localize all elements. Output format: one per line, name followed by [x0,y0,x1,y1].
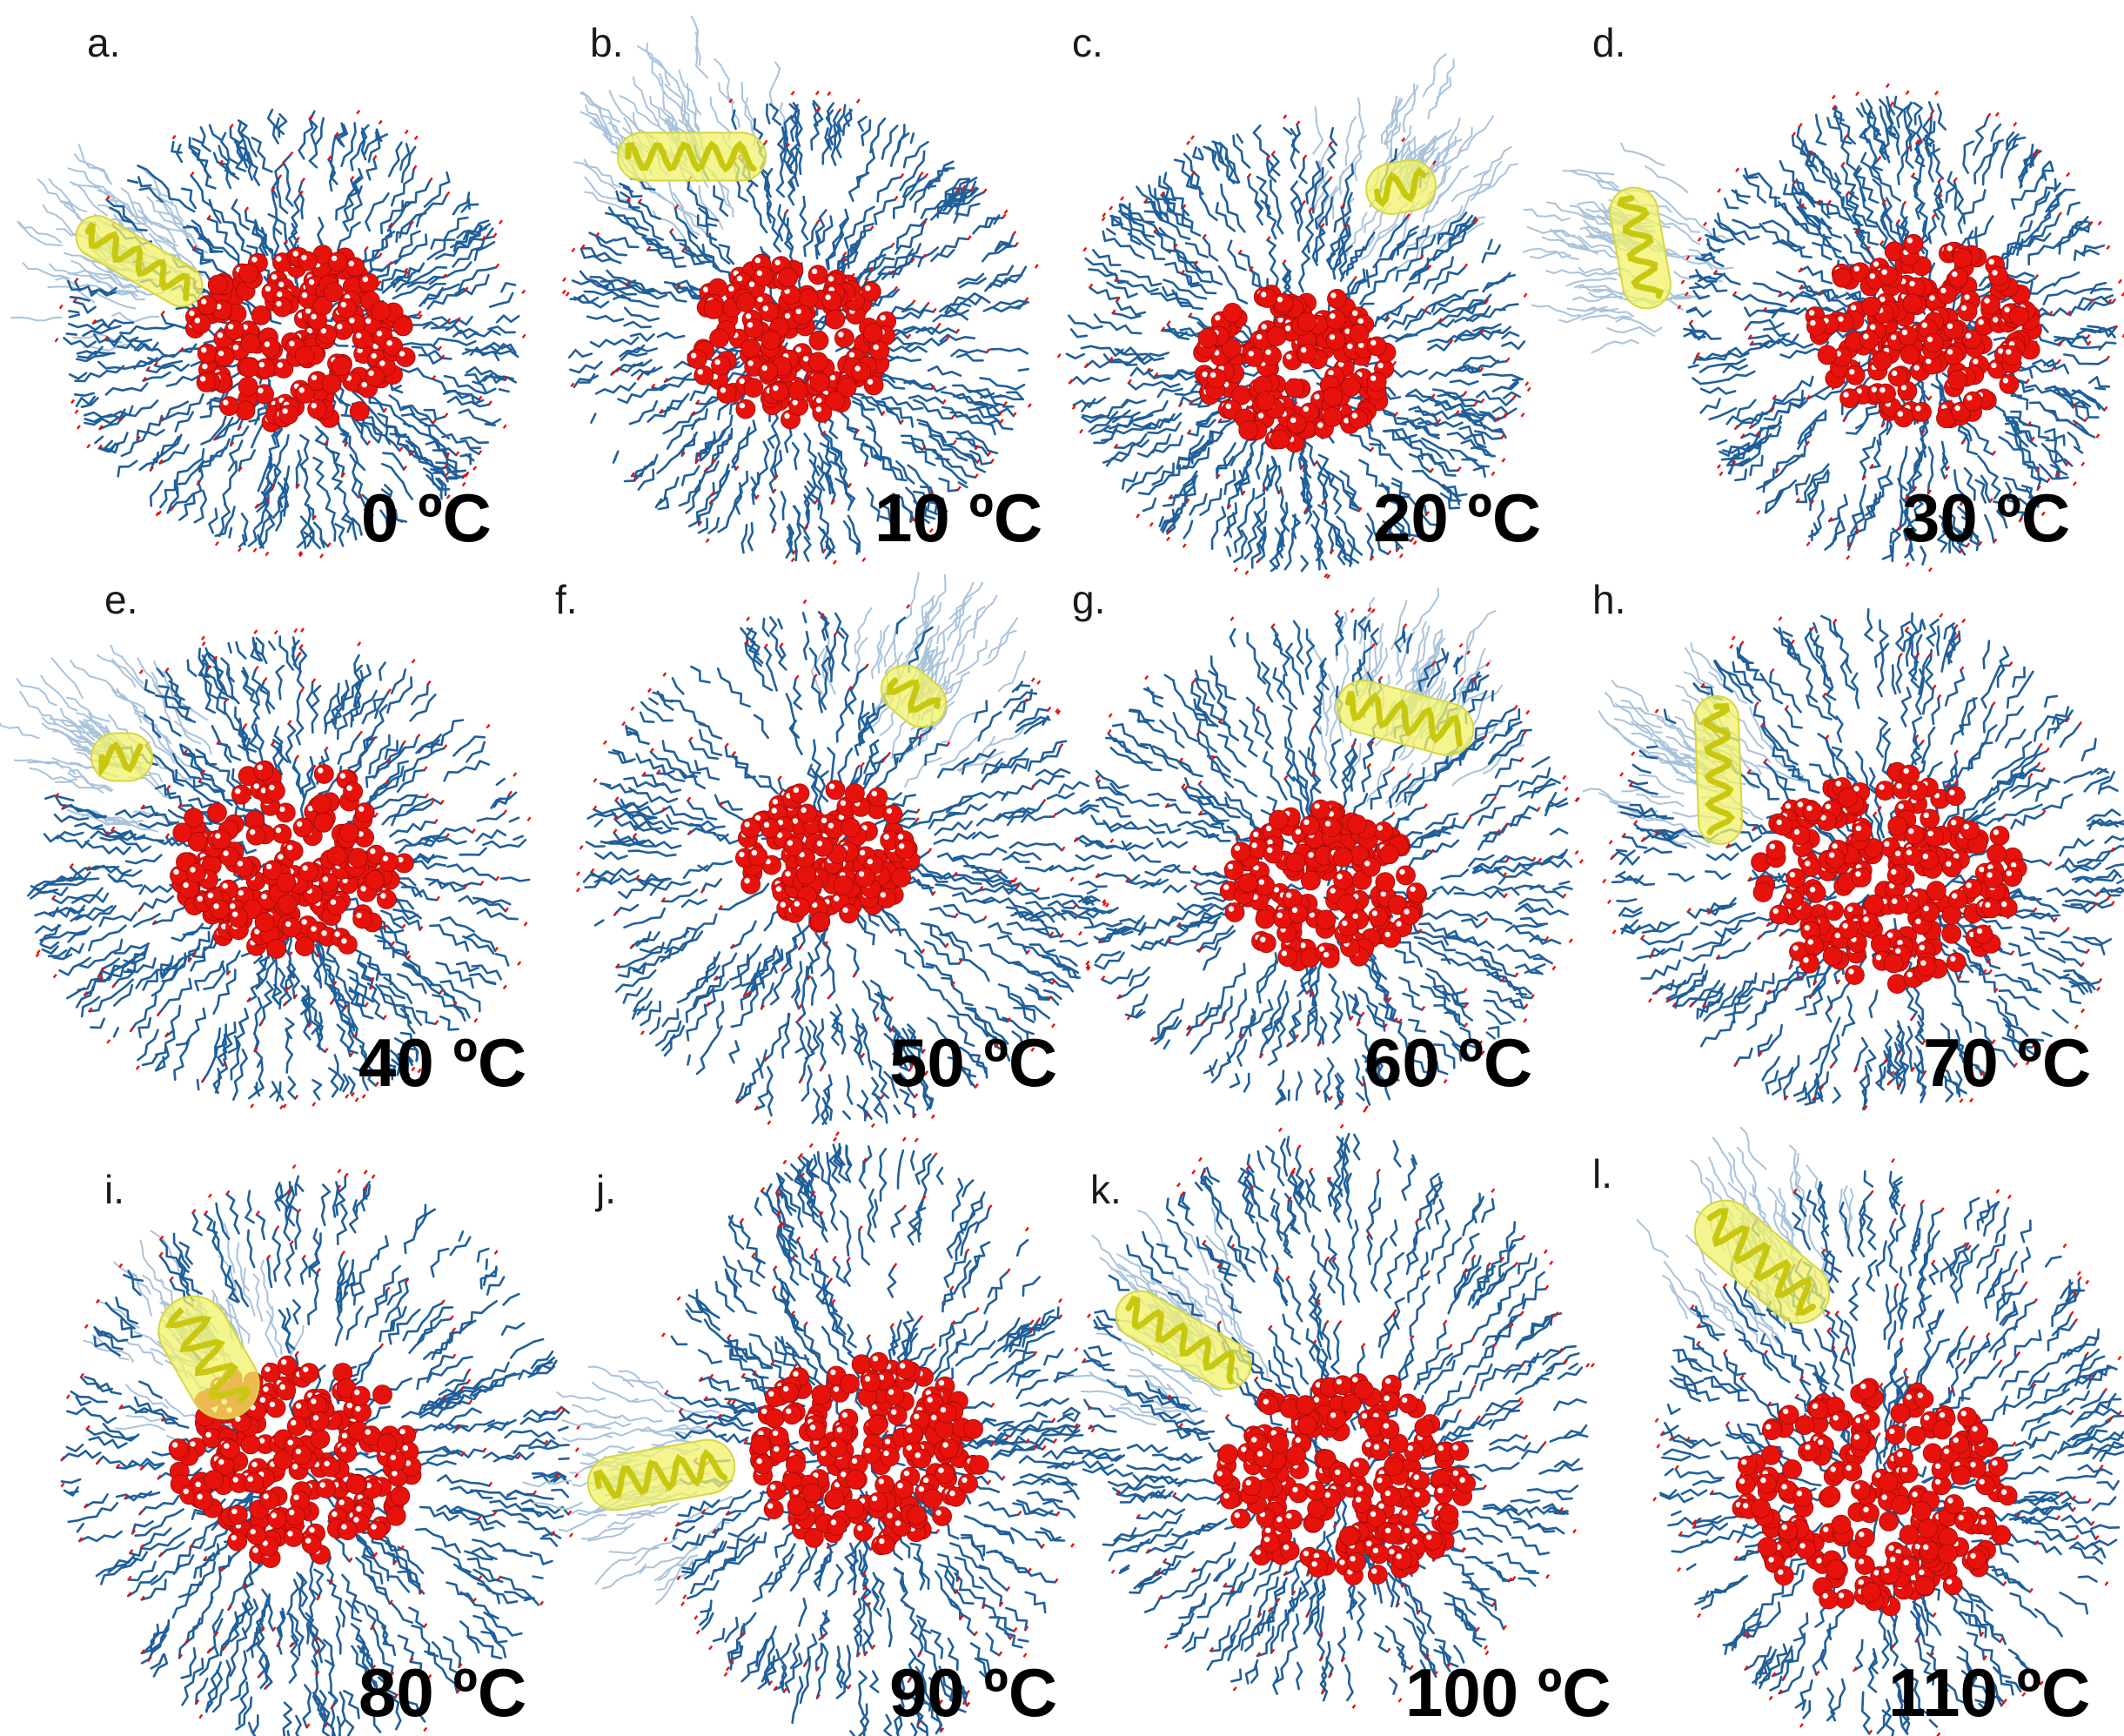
panel-b: b. 10 ºC [531,0,1062,566]
water-core [170,760,414,959]
panel-label: l. [1592,1151,1612,1196]
micelle-snapshot [0,627,532,1110]
surfactant-tails [1056,114,1531,580]
water-core [1805,233,2042,429]
peptide-surface [1609,186,1672,310]
water-core [1219,799,1428,972]
panel-e: e. 40 ºC [0,566,532,1131]
micelle-snapshot [1522,83,2124,573]
panel-label: g. [1072,577,1106,622]
peptide-surface [880,664,948,728]
temperature-label: 20 ºC [1373,479,1542,556]
peptide-surface [586,1438,736,1511]
panel-label: a. [87,20,121,65]
micelle-snapshot [60,1163,581,1736]
peptide-surface [1365,159,1437,215]
panel-label: e. [104,577,138,622]
panel-label: j. [596,1167,616,1212]
micelle-snapshot [1582,607,2124,1111]
peptide-surface [1115,1290,1252,1391]
panel-label: f. [555,577,578,622]
temperature-label: 40 ºC [358,1024,527,1101]
panel-i: i. 80 ºC [0,1131,581,1736]
water-core [734,780,921,933]
surfactant-tails [575,599,1115,1129]
panel-h: h. 70 ºC [1582,566,2124,1131]
peptide-surface [1336,680,1475,756]
temperature-label: 70 ºC [1923,1024,2092,1101]
peptide-surface [1693,695,1744,845]
peptide-surface [1693,1199,1831,1324]
micelle-snapshot [575,572,1115,1129]
panel-l: l. 110 ºC [1592,1126,2124,1736]
panel-label: k. [1090,1167,1122,1212]
micelle-snapshot [1065,1123,1595,1709]
panel-label: i. [104,1167,124,1212]
micelle-snapshot [1636,1126,2124,1736]
temperature-label: 100 ºC [1405,1654,1611,1731]
surfactant-tails [1602,607,2124,1111]
temperature-label: 90 ºC [889,1654,1058,1731]
temperature-label: 0 ºC [361,479,492,556]
surfactant-tails [60,1163,581,1736]
temperature-label: 50 ºC [889,1024,1058,1101]
peptide-surface [617,131,767,182]
temperature-label: 30 ºC [1902,479,2071,556]
panel-label: d. [1592,20,1626,65]
temperature-label: 110 ºC [1888,1654,2091,1731]
surfactant-tails [1069,607,1584,1113]
temperature-label: 60 ºC [1364,1024,1533,1101]
panel-g: g. 60 ºC [1062,566,1592,1131]
water-core [1751,761,2027,995]
panel-c: c. 20 ºC [1056,0,1592,580]
panel-a: a. 0 ºC [0,0,531,566]
water-core [1193,285,1397,453]
panel-f: f. 50 ºC [531,566,1115,1131]
micelle-snapshot [522,1131,1096,1736]
panel-label: h. [1592,577,1626,622]
micelle-snapshot [1069,587,1584,1113]
micelle-snapshot [561,15,1039,565]
micelle-snapshot [10,108,526,559]
panel-k: k. 100 ºC [1062,1123,1611,1736]
water-core [184,245,416,432]
panel-label: b. [590,20,624,65]
peptide-surface [75,215,204,307]
panel-j: j. 90 ºC [522,1131,1096,1736]
temperature-label: 80 ºC [358,1654,527,1731]
peptide-surface [90,732,153,782]
panel-d: d. 30 ºC [1522,0,2124,573]
micelle-snapshot [1056,52,1531,580]
surfactant-tails [561,90,1039,565]
temperature-label: 10 ºC [874,479,1043,556]
water-core [749,1351,989,1556]
surfactant-tails [660,1131,1096,1736]
water-core [168,1355,422,1569]
water-core [1213,1372,1477,1585]
water-core [687,253,897,430]
water-core [1732,1377,2018,1617]
panel-label: c. [1072,20,1103,65]
